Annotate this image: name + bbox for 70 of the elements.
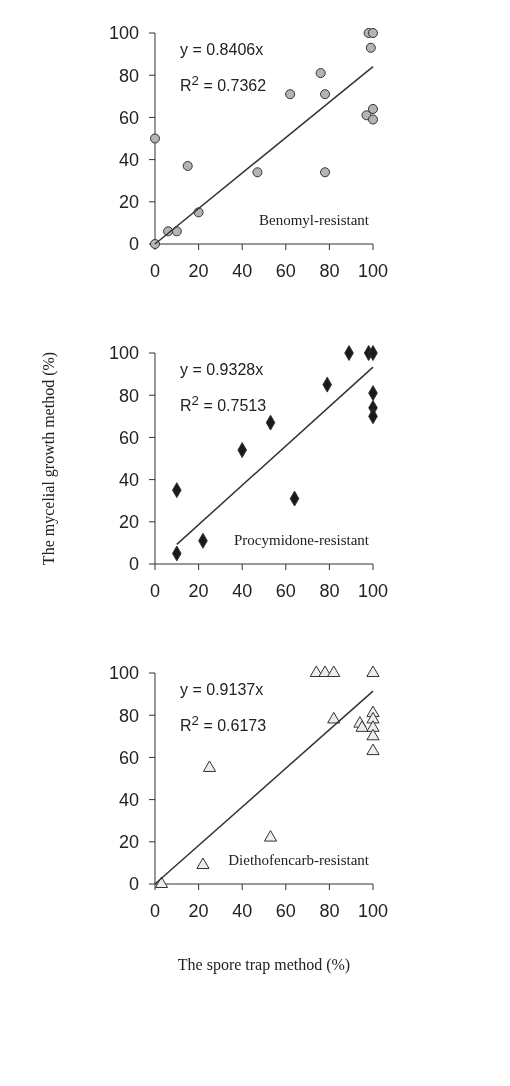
x-tick-label: 60 bbox=[275, 580, 296, 601]
annotation: y = 0.9328x bbox=[180, 361, 264, 379]
point bbox=[154, 876, 169, 889]
annotation: Procymidone-resistant bbox=[234, 532, 369, 549]
annotation: Benomyl-resistant bbox=[259, 212, 369, 229]
y-tick-label: 80 bbox=[118, 705, 139, 726]
y-tick-label: 100 bbox=[108, 343, 139, 364]
point bbox=[285, 89, 296, 100]
point bbox=[327, 711, 341, 724]
point bbox=[367, 114, 379, 125]
x-tick-label: 40 bbox=[232, 900, 253, 921]
point bbox=[320, 89, 331, 100]
y-tick-label: 60 bbox=[118, 427, 139, 448]
y-tick-label: 100 bbox=[108, 663, 139, 684]
point bbox=[367, 103, 379, 114]
x-tick-label: 20 bbox=[188, 260, 209, 281]
point bbox=[366, 743, 380, 756]
point bbox=[196, 857, 210, 870]
y-tick-label: 40 bbox=[118, 789, 139, 810]
point bbox=[202, 760, 217, 772]
y-tick-label: 60 bbox=[118, 107, 139, 128]
x-axis-title: The spore trap method (%) bbox=[177, 956, 351, 974]
x-tick-label: 40 bbox=[232, 580, 253, 601]
y-tick-label: 0 bbox=[128, 874, 139, 895]
x-tick-label: 80 bbox=[319, 580, 340, 601]
y-tick-label: 20 bbox=[118, 832, 139, 853]
x-tick-label: 60 bbox=[275, 260, 296, 281]
y-tick-label: 80 bbox=[118, 385, 139, 406]
y-tick-label: 20 bbox=[118, 512, 139, 533]
point bbox=[252, 167, 263, 178]
point bbox=[149, 133, 161, 144]
x-tick-label: 100 bbox=[357, 900, 389, 921]
annotation: y = 0.9137x bbox=[180, 681, 264, 699]
point bbox=[355, 720, 369, 732]
y-tick-label: 40 bbox=[118, 469, 139, 490]
point bbox=[365, 42, 376, 53]
y-axis-title: The mycelial growth method (%) bbox=[39, 351, 58, 566]
annotation: R$^{2}$ = 0.7513 bbox=[180, 393, 267, 416]
point bbox=[171, 226, 182, 237]
x-tick-label: 20 bbox=[188, 900, 209, 921]
y-tick-label: 100 bbox=[108, 23, 139, 44]
point bbox=[366, 665, 380, 678]
x-tick-label: 20 bbox=[188, 580, 209, 601]
y-tick-label: 40 bbox=[118, 149, 139, 170]
y-tick-label: 0 bbox=[128, 554, 139, 575]
y-tick-label: 0 bbox=[128, 234, 139, 255]
y-tick-label: 20 bbox=[118, 192, 139, 213]
annotation: Diethofencarb-resistant bbox=[228, 852, 369, 869]
x-tick-label: 100 bbox=[357, 580, 389, 601]
point bbox=[327, 665, 341, 678]
annotation: R$^{2}$ = 0.6173 bbox=[180, 713, 267, 736]
annotation: R$^{2}$ = 0.7362 bbox=[180, 73, 267, 96]
y-tick-label: 80 bbox=[118, 65, 139, 86]
point bbox=[367, 27, 379, 39]
x-tick-label: 60 bbox=[275, 900, 296, 921]
point bbox=[366, 720, 380, 732]
x-tick-label: 80 bbox=[319, 260, 340, 281]
point bbox=[315, 68, 326, 79]
x-tick-label: 80 bbox=[319, 900, 340, 921]
x-tick-label: 40 bbox=[232, 260, 253, 281]
x-tick-label: 100 bbox=[357, 260, 389, 281]
x-tick-label: 0 bbox=[149, 580, 161, 601]
point bbox=[263, 830, 278, 842]
point bbox=[366, 728, 380, 741]
x-tick-label: 0 bbox=[149, 900, 161, 921]
point bbox=[320, 167, 331, 178]
x-tick-label: 0 bbox=[149, 260, 161, 281]
y-tick-label: 60 bbox=[118, 747, 139, 768]
annotation: y = 0.8406x bbox=[180, 41, 264, 59]
point bbox=[182, 160, 193, 171]
